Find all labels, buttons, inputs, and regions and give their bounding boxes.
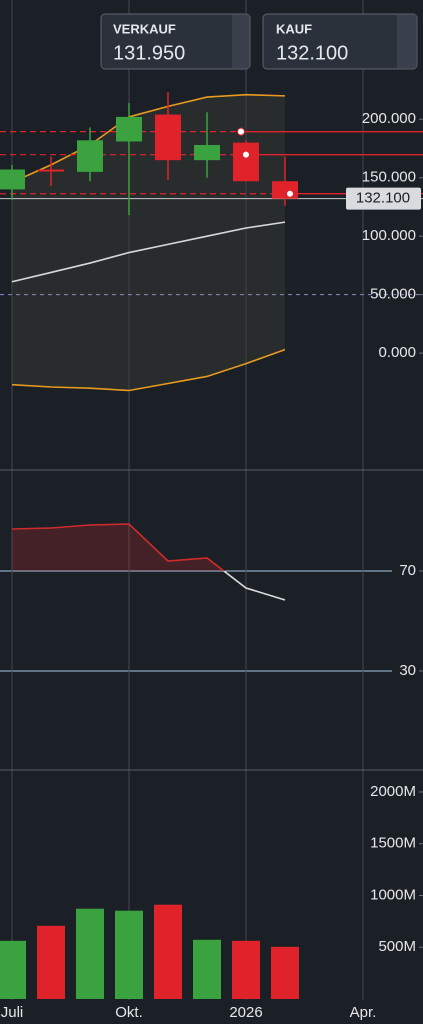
volume-bar: [0, 940, 26, 999]
band-line: [11, 348, 286, 392]
volume-bar: [115, 910, 143, 999]
buy-value: 132.100: [276, 42, 348, 64]
volume-bar: [193, 939, 221, 999]
y-tick-label: 30: [399, 662, 416, 679]
x-tick-label: 2026: [229, 1004, 262, 1021]
candle-body: [194, 144, 220, 161]
candle-body: [155, 114, 181, 161]
band-fill: [12, 94, 285, 391]
volume-bar: [154, 904, 182, 999]
volume-bar: [37, 925, 65, 999]
band-line: [11, 221, 286, 283]
y-tick-label-bg: [392, 662, 420, 680]
y-tick-label-bg: [392, 562, 420, 580]
buy-box[interactable]: KAUF 132.100: [262, 13, 418, 70]
candle-body: [0, 169, 25, 190]
last-price-box: [346, 187, 421, 210]
candle-body: [116, 116, 142, 142]
volume-bar: [76, 908, 104, 999]
y-tick-label: 2000M: [370, 783, 416, 800]
sell-label: VERKAUF: [113, 21, 176, 36]
x-tick-label: Juli: [1, 1004, 24, 1021]
volume-bar: [271, 946, 299, 999]
band-line: [11, 93, 286, 184]
y-tick-label: 150.000: [362, 169, 416, 186]
y-tick-label: 1500M: [370, 835, 416, 852]
volume-bar: [232, 940, 260, 999]
candle-body: [38, 169, 64, 172]
buy-label: KAUF: [276, 21, 312, 36]
label-layer: 0.000 50.000 100.000 150.000 200.000 132.100 3…: [1, 110, 423, 1021]
y-tick-label: 70: [399, 562, 416, 579]
y-tick-label: 0.000: [378, 344, 416, 361]
buy-box-edge: [397, 15, 416, 68]
y-tick-label: 500M: [378, 938, 416, 955]
level-dot: [286, 189, 294, 198]
last-price-label: 132.100: [356, 190, 410, 207]
y-tick-label: 1000M: [370, 886, 416, 903]
sell-box-bg[interactable]: [100, 13, 251, 70]
level-dot: [242, 150, 250, 159]
y-tick-label: 200.000: [362, 110, 416, 127]
sell-box[interactable]: VERKAUF 131.950: [100, 13, 251, 70]
buy-box-bg[interactable]: [262, 13, 418, 70]
x-tick-label: Okt.: [115, 1004, 143, 1021]
rsi-area: [12, 524, 285, 571]
plot-layer: [0, 92, 423, 999]
x-tick-label: Apr.: [350, 1004, 377, 1021]
y-tick-label: 100.000: [362, 227, 416, 244]
y-tick-label: 50.000: [370, 286, 416, 303]
candle-body: [272, 181, 298, 199]
level-dot: [237, 127, 245, 136]
rsi-line: [11, 523, 286, 601]
sell-value: 131.950: [113, 42, 185, 64]
sell-box-edge: [232, 15, 249, 68]
candle-body: [77, 140, 103, 172]
candle-body: [233, 142, 259, 182]
